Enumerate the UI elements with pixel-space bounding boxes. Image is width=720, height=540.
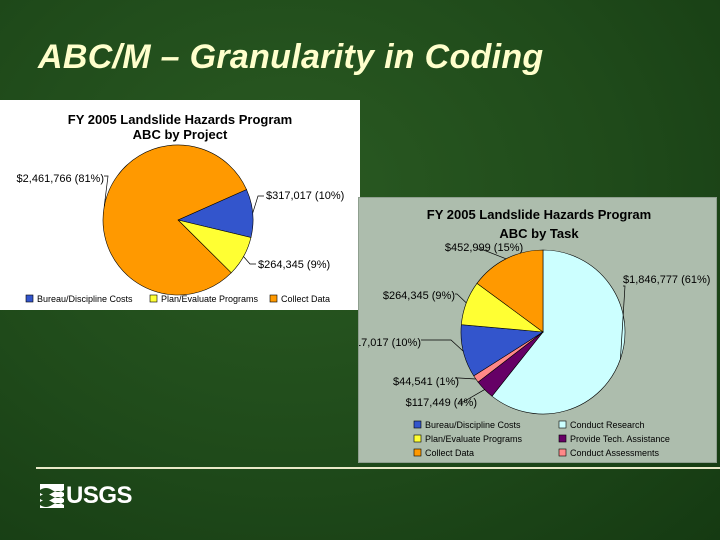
- chart1-data-label-bureau-discipline-costs: $317,017 (10%): [266, 190, 344, 202]
- chart-abc-by-task-svg: FY 2005 Landslide Hazards Program ABC by…: [359, 207, 710, 458]
- chart2-leader-provide-tech-assistance: [459, 389, 485, 403]
- chart1-leader-collect-data: [103, 175, 109, 207]
- chart2-data-label-provide-tech-assistance: $117,449 (4%): [406, 397, 477, 409]
- chart1-leader-plan-evaluate-programs: [243, 256, 256, 265]
- chart2-data-label-bureau-discipline-costs: $317,017 (10%): [359, 337, 421, 349]
- usgs-wave-icon: [40, 484, 64, 508]
- chart-abc-by-project-svg: FY 2005 Landslide Hazards Program ABC by…: [17, 112, 345, 304]
- chart2-legend-swatch-plan-evaluate-programs: [413, 434, 422, 443]
- chart1-legend-swatch-collect-data: [269, 294, 278, 303]
- usgs-logo: USGS: [40, 482, 133, 509]
- chart2-leader-conduct-assessments: [455, 377, 476, 380]
- chart2-legend-swatch-conduct-assessments: [558, 448, 567, 457]
- chart1-data-label-collect-data: $2,461,766 (81%): [17, 173, 104, 185]
- chart1-subtitle: ABC by Project: [133, 127, 228, 142]
- chart2-data-label-conduct-research: $1,846,777 (61%): [623, 274, 710, 286]
- chart2-legend-swatch-provide-tech-assistance: [558, 434, 567, 443]
- usgs-logo-text: USGS: [66, 482, 133, 509]
- chart2-slice-collect-data: [476, 249, 544, 333]
- chart1-legend-label-collect-data: Collect Data: [281, 294, 330, 304]
- slide-title: ABC/M – Granularity in Coding: [38, 38, 544, 76]
- chart1-leader-bureau-discipline-costs: [252, 195, 264, 214]
- chart2-data-label-plan-evaluate-programs: $264,345 (9%): [383, 290, 455, 302]
- chart1-legend-label-bureau-discipline-costs: Bureau/Discipline Costs: [37, 294, 133, 304]
- chart1-data-label-plan-evaluate-programs: $264,345 (9%): [258, 259, 330, 271]
- chart2-legend-label-conduct-research: Conduct Research: [570, 420, 645, 430]
- chart2-leader-conduct-research: [620, 285, 626, 360]
- chart1-legend-swatch-plan-evaluate-programs: [149, 294, 158, 303]
- chart2-leader-bureau-discipline-costs: [421, 339, 464, 352]
- chart2-data-label-conduct-assessments: $44,541 (1%): [393, 376, 459, 388]
- chart2-legend-label-collect-data: Collect Data: [425, 448, 474, 458]
- chart1-title: FY 2005 Landslide Hazards Program: [68, 112, 292, 127]
- chart2-legend-label-plan-evaluate-programs: Plan/Evaluate Programs: [425, 434, 523, 444]
- chart2-leader-plan-evaluate-programs: [455, 293, 467, 304]
- chart2-legend-swatch-collect-data: [413, 448, 422, 457]
- chart2-leader-collect-data: [477, 248, 507, 260]
- chart2-data-label-collect-data: $452,999 (15%): [445, 242, 523, 254]
- chart-abc-by-project: FY 2005 Landslide Hazards Program ABC by…: [0, 100, 360, 310]
- chart1-slice-collect-data: [102, 144, 247, 296]
- footer-divider: [36, 467, 720, 469]
- chart2-legend-label-provide-tech-assistance: Provide Tech. Assistance: [570, 434, 670, 444]
- chart2-legend-label-conduct-assessments: Conduct Assessments: [570, 448, 660, 458]
- chart-abc-by-task: FY 2005 Landslide Hazards Program ABC by…: [358, 197, 717, 463]
- chart2-title: FY 2005 Landslide Hazards Program: [427, 207, 651, 222]
- chart2-legend-label-bureau-discipline-costs: Bureau/Discipline Costs: [425, 420, 521, 430]
- chart2-legend-swatch-conduct-research: [558, 420, 567, 429]
- chart1-legend-label-plan-evaluate-programs: Plan/Evaluate Programs: [161, 294, 259, 304]
- chart2-legend-swatch-bureau-discipline-costs: [413, 420, 422, 429]
- chart1-legend-swatch-bureau-discipline-costs: [25, 294, 34, 303]
- chart2-subtitle: ABC by Task: [499, 226, 579, 241]
